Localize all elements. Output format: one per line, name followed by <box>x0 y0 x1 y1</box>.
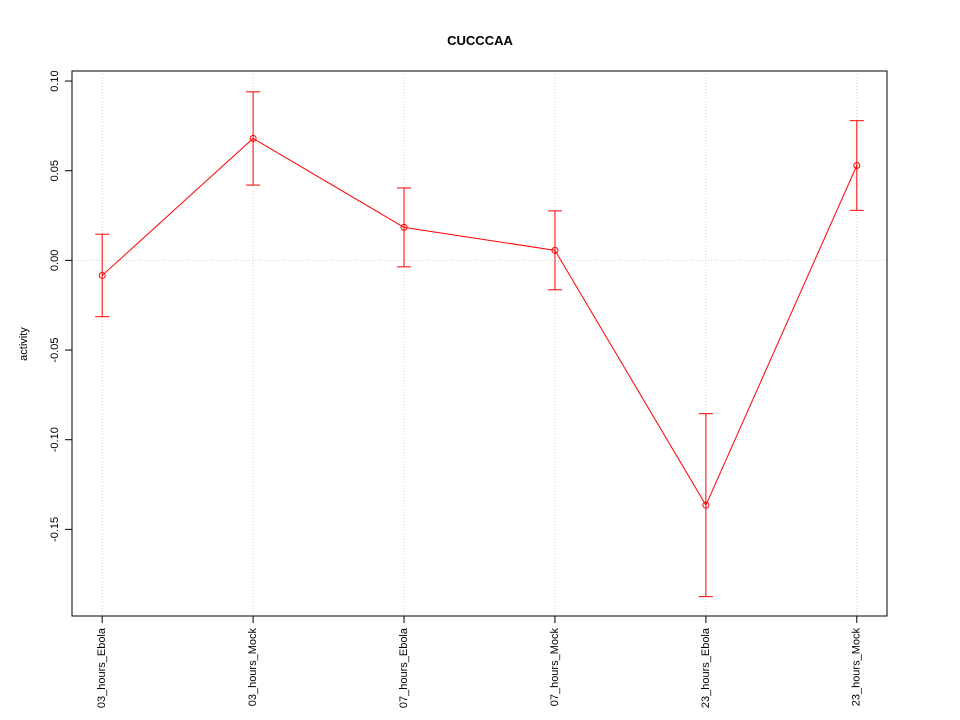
point <box>853 162 861 170</box>
error-bar <box>95 233 110 318</box>
point <box>98 271 106 279</box>
error-bar <box>246 91 261 186</box>
error-bar <box>849 120 864 211</box>
chart-title: CUCCCAA <box>447 33 513 48</box>
y-tick-label: -0.15 <box>49 517 61 542</box>
y-axis-label: activity <box>18 327 30 361</box>
y-tick-label: -0.05 <box>49 338 61 363</box>
x-tick-label: 07_hours_Ebola <box>398 627 410 708</box>
x-tick-label: 23_hours_Mock <box>851 628 863 707</box>
error-bar <box>547 210 562 291</box>
x-tick-label: 03_hours_Ebola <box>96 627 108 708</box>
error-bar <box>698 413 713 598</box>
x-tick-label: 03_hours_Mock <box>247 628 259 707</box>
point <box>400 223 408 231</box>
plot-frame <box>71 70 888 617</box>
x-tick-label: 23_hours_Ebola <box>700 627 712 708</box>
y-tick-label: -0.10 <box>49 427 61 452</box>
data-line <box>101 137 858 507</box>
x-tick-label: 07_hours_Mock <box>549 628 561 707</box>
point <box>249 134 257 142</box>
y-tick-label: 0.10 <box>49 70 61 91</box>
y-tick-label: 0.05 <box>49 160 61 181</box>
point <box>551 246 559 254</box>
y-tick-label: 0.00 <box>49 250 61 271</box>
point <box>702 501 710 509</box>
error-bar <box>397 187 412 268</box>
